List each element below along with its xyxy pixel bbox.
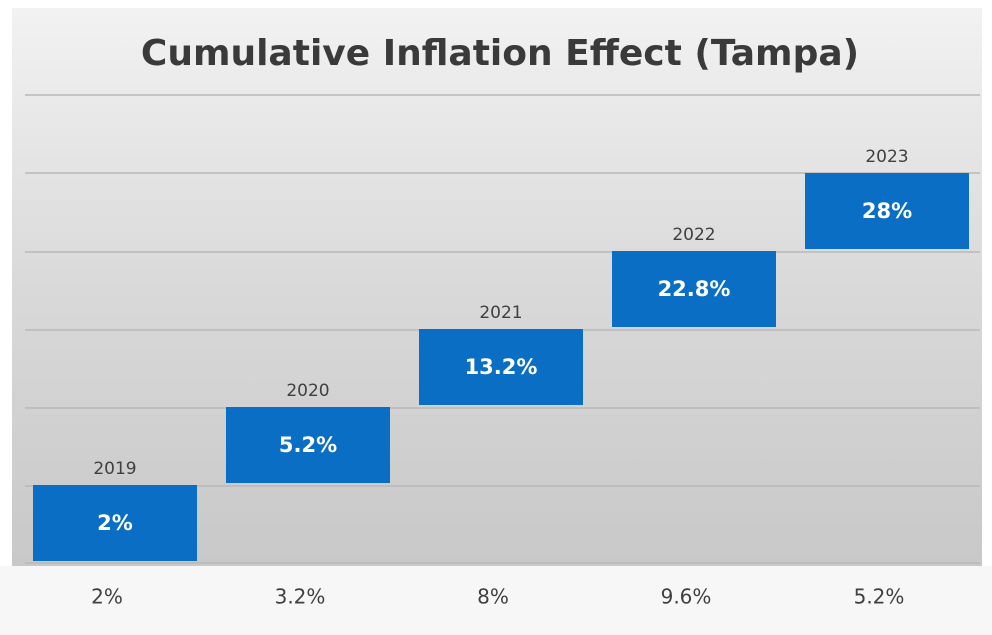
year-label: 2019 bbox=[93, 459, 136, 479]
chart-title: Cumulative Inflation Effect (Tampa) bbox=[141, 33, 859, 74]
bar-label: 22.8% bbox=[658, 277, 731, 301]
increment-label: 9.6% bbox=[661, 585, 712, 609]
increment-label: 2% bbox=[91, 585, 123, 609]
year-label: 2023 bbox=[865, 147, 908, 167]
increment-label: 5.2% bbox=[854, 585, 905, 609]
plot-background bbox=[12, 8, 982, 568]
year-label: 2021 bbox=[479, 303, 522, 323]
bar bbox=[805, 173, 969, 249]
bar bbox=[226, 407, 390, 483]
bar-label: 13.2% bbox=[465, 355, 538, 379]
bar-label: 5.2% bbox=[279, 433, 337, 457]
year-label: 2022 bbox=[672, 225, 715, 245]
year-label: 2020 bbox=[286, 381, 329, 401]
bar bbox=[33, 485, 197, 561]
bar-label: 2% bbox=[97, 511, 133, 535]
increment-label: 8% bbox=[477, 585, 509, 609]
bar bbox=[612, 251, 776, 327]
bar bbox=[419, 329, 583, 405]
increment-label: 3.2% bbox=[275, 585, 326, 609]
bar-label: 28% bbox=[862, 199, 912, 223]
footer-strip bbox=[0, 566, 992, 635]
